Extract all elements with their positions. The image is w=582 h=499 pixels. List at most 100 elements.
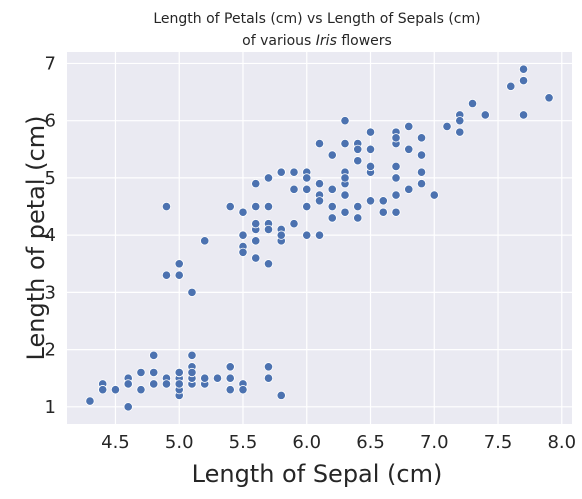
data-point [404, 184, 414, 194]
y-tick-label: 4 [45, 225, 56, 246]
data-point [455, 116, 465, 126]
data-point [416, 167, 427, 177]
data-point [327, 184, 337, 194]
data-point [263, 259, 274, 269]
data-point [174, 270, 184, 280]
data-point [365, 161, 376, 172]
y-tick-label: 6 [45, 111, 56, 132]
data-point [518, 64, 529, 74]
data-point [85, 396, 95, 406]
data-point [276, 167, 286, 177]
data-point [251, 179, 261, 189]
data-point [174, 379, 184, 389]
data-point [212, 373, 223, 383]
data-point [251, 253, 261, 263]
data-point [136, 385, 146, 395]
data-point [340, 207, 350, 217]
data-point [263, 201, 274, 212]
data-point [289, 167, 299, 177]
chart-title-line2-suffix: flowers [337, 33, 392, 49]
data-point [340, 138, 350, 149]
data-point [353, 144, 363, 154]
data-point [225, 201, 235, 212]
data-point [353, 156, 363, 166]
y-tick-label: 2 [45, 340, 56, 361]
data-point [391, 190, 401, 200]
x-tick-label: 6.0 [292, 432, 321, 453]
data-point [378, 196, 388, 206]
x-axis-label: Length of Sepal (cm) [192, 460, 443, 488]
x-tick-label: 7.5 [484, 432, 513, 453]
data-point [98, 385, 108, 395]
data-point [263, 224, 274, 235]
data-point [429, 190, 439, 200]
data-point [251, 219, 261, 229]
x-tick-label: 4.5 [101, 432, 130, 453]
data-point [302, 184, 312, 194]
y-axis-label: Length of petal (cm) [22, 116, 50, 361]
data-point [314, 196, 325, 206]
data-point [238, 207, 248, 217]
data-point [289, 184, 299, 194]
x-tick-label: 5.5 [229, 432, 258, 453]
data-point [187, 350, 197, 360]
data-point [174, 259, 184, 269]
y-tick-label: 7 [45, 53, 56, 74]
data-point [518, 110, 529, 120]
x-tick-label: 6.5 [356, 432, 385, 453]
data-point [149, 367, 159, 378]
y-tick-labels: 1 2 3 4 5 6 7 [45, 53, 56, 417]
data-point [353, 201, 363, 212]
data-point [161, 379, 172, 389]
data-point [518, 76, 529, 86]
data-point [161, 270, 172, 280]
data-point [391, 207, 401, 217]
data-point [327, 150, 337, 160]
data-points [85, 64, 554, 412]
data-point [340, 116, 350, 126]
data-point [263, 362, 274, 372]
data-point [251, 201, 261, 212]
data-point [378, 207, 388, 217]
data-point [251, 236, 261, 246]
data-point [225, 362, 235, 372]
data-point [327, 201, 337, 212]
data-point [289, 219, 299, 229]
x-tick-label: 8.0 [547, 432, 576, 453]
data-point [200, 373, 210, 383]
data-point [123, 402, 133, 412]
data-point [327, 213, 337, 223]
chart-title-line2-italic: Iris [316, 33, 337, 49]
data-point [467, 98, 478, 109]
data-point [200, 236, 210, 246]
data-point [149, 350, 159, 360]
y-tick-label: 5 [45, 168, 56, 189]
data-point [276, 230, 286, 240]
data-point [187, 287, 197, 297]
chart-title-line1: Length of Petals (cm) vs Length of Sepal… [153, 11, 480, 27]
y-tick-label: 1 [45, 397, 56, 418]
data-point [416, 179, 427, 189]
y-tick-label: 3 [45, 282, 56, 303]
data-point [263, 173, 274, 183]
data-point [276, 390, 286, 400]
data-point [480, 110, 490, 120]
data-point [340, 190, 350, 200]
data-point [136, 367, 146, 378]
data-point [455, 127, 465, 137]
data-point [314, 138, 325, 149]
data-point [225, 373, 235, 383]
data-point [302, 201, 312, 212]
data-point [110, 385, 121, 395]
data-point [302, 230, 312, 240]
data-point [506, 81, 516, 91]
data-point [302, 173, 312, 183]
x-tick-label: 5.0 [165, 432, 194, 453]
data-point [263, 373, 274, 383]
data-point [187, 367, 197, 378]
data-point [149, 379, 159, 389]
data-point [123, 379, 133, 389]
data-point [353, 213, 363, 223]
data-point [391, 133, 401, 143]
data-point [404, 144, 414, 154]
